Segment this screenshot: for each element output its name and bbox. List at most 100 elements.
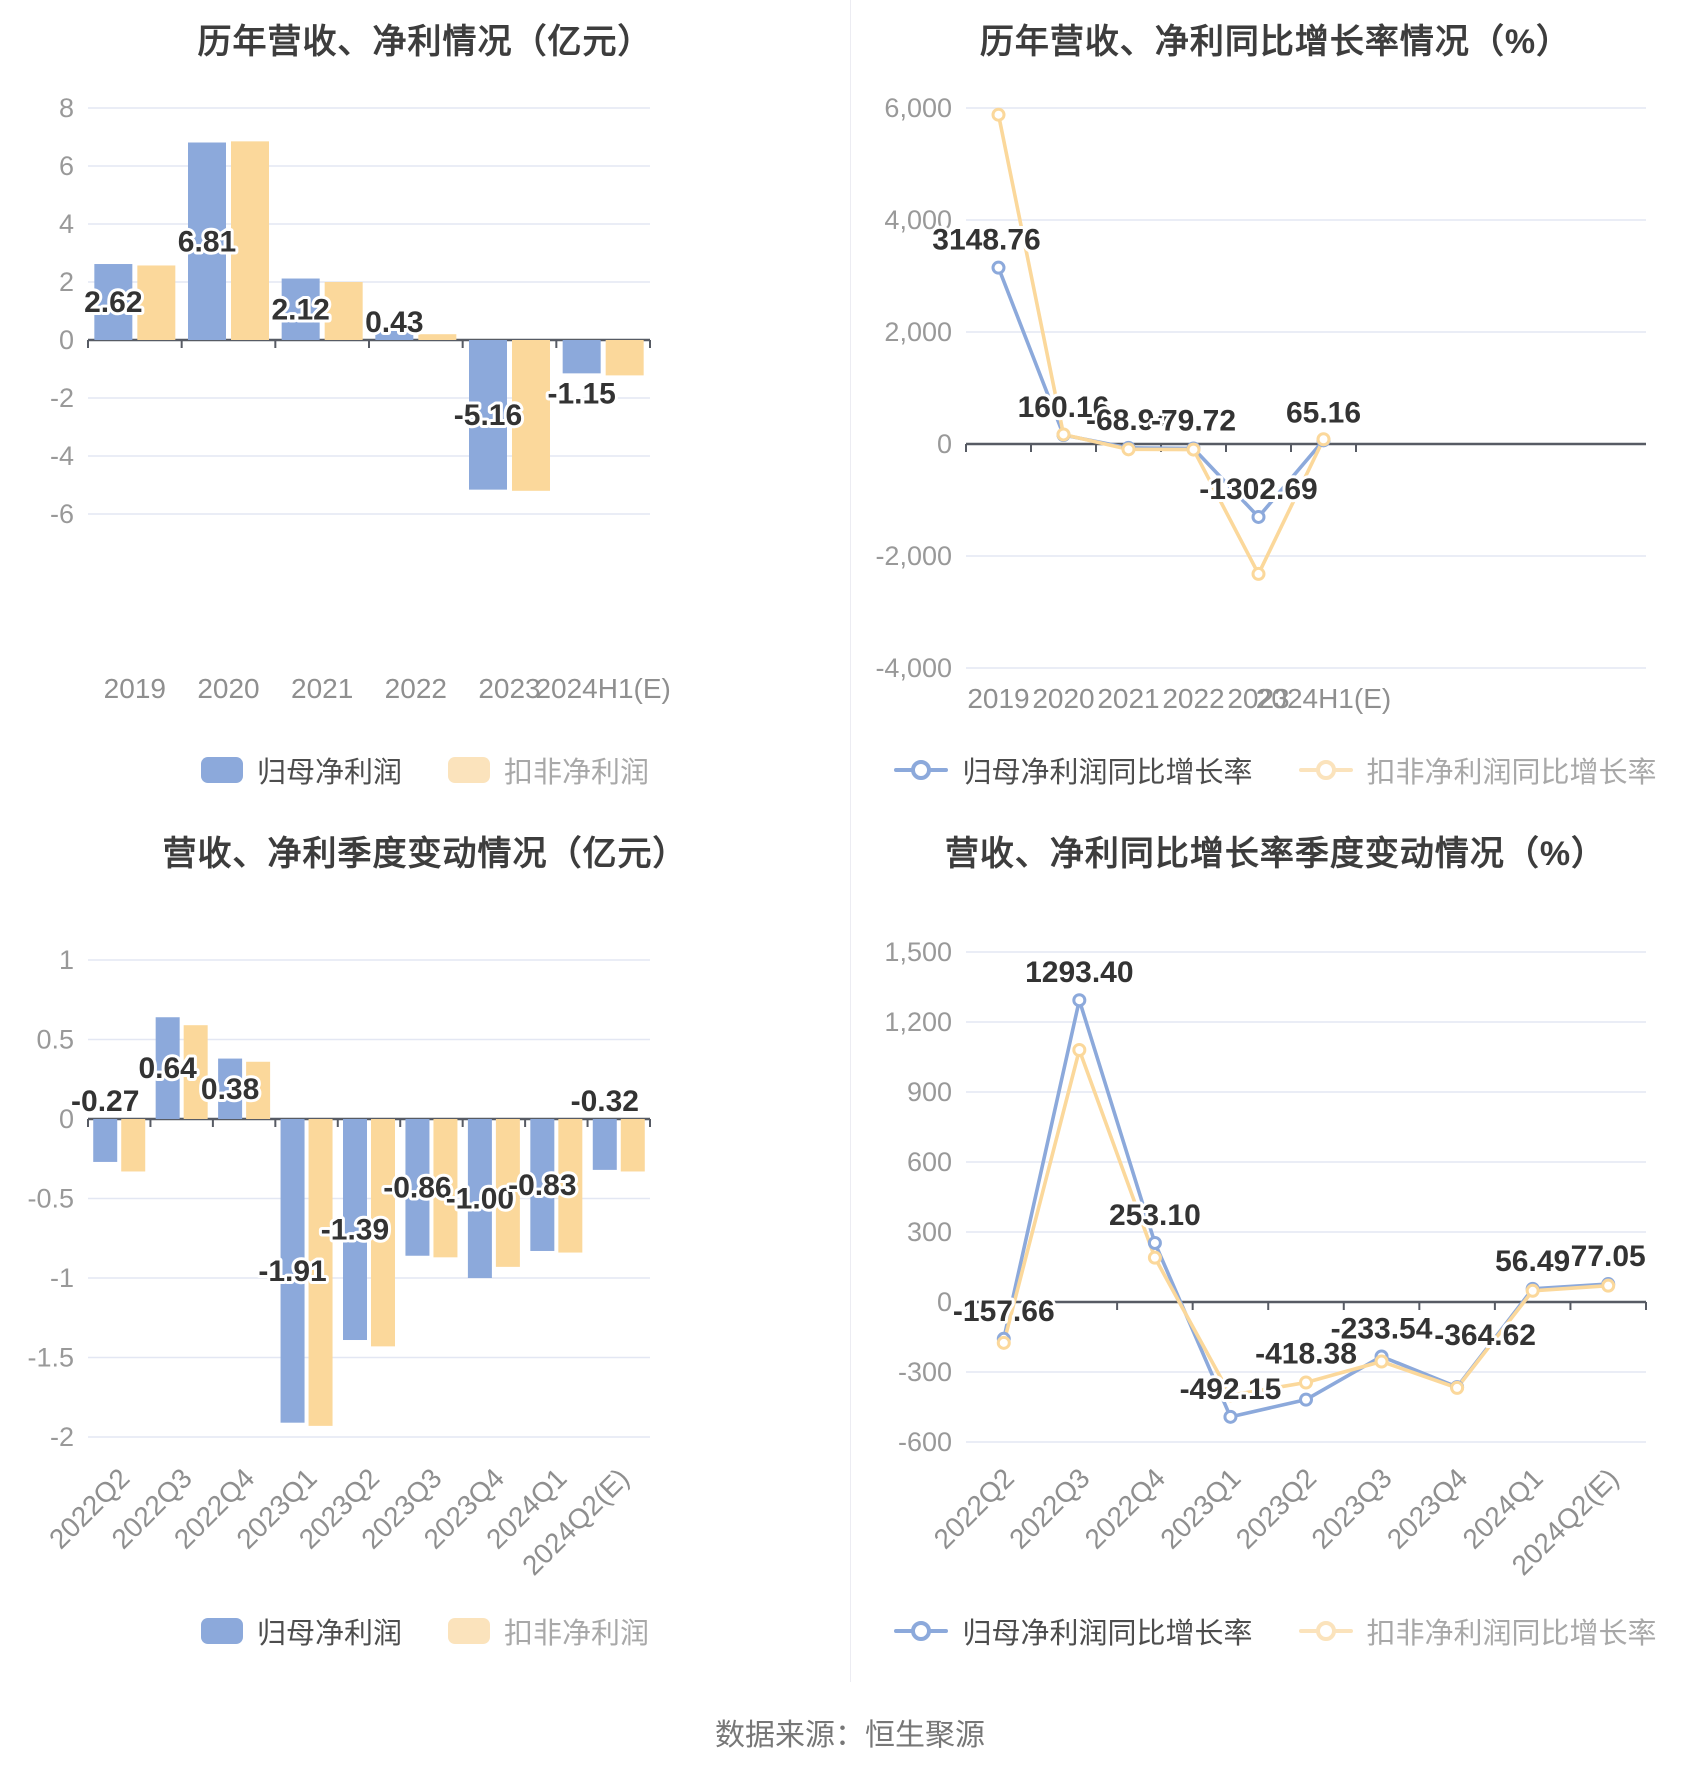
chart-title-quarterly-growth: 营收、净利同比增长率季度变动情况（%） [944, 835, 1607, 873]
svg-text:0.64: 0.64 [138, 1052, 197, 1085]
panel-yearly-amount: 历年营收、净利情况（亿元） 8 6 4 2 0 -2 -4 -6 2019 2020 2021 202… [0, 0, 850, 812]
svg-text:2023Q4: 2023Q4 [1380, 1462, 1472, 1554]
legend-label: 扣非净利润同比增长率 [1366, 757, 1657, 789]
chart-title-yearly-amount: 历年营收、净利情况（亿元） [197, 23, 653, 61]
quarterly-growth-plot: 1,500 1,200 900 600 300 0 -300 -600 2022Q22022Q3… [884, 937, 1648, 1580]
svg-text:-1.15: -1.15 [547, 377, 615, 410]
svg-text:2023: 2023 [1227, 683, 1289, 714]
svg-text:56.49: 56.49 [1495, 1245, 1570, 1278]
legend-item-net-profit[interactable]: 归母净利润同比增长率 [894, 1610, 1253, 1652]
svg-text:2022Q3: 2022Q3 [1003, 1462, 1095, 1554]
svg-text:2019: 2019 [967, 683, 1029, 714]
svg-text:-2: -2 [50, 1422, 74, 1452]
svg-text:1,200: 1,200 [884, 1007, 952, 1037]
legend-label: 归母净利润同比增长率 [962, 1618, 1253, 1650]
yellow-line-marker [1298, 1621, 1353, 1641]
svg-text:0.5: 0.5 [36, 1025, 74, 1055]
legend-item-deducted-net-profit[interactable]: 扣非净利润 [448, 1610, 649, 1652]
svg-text:-0.32: -0.32 [571, 1085, 639, 1118]
legend-yearly-amount: 归母净利润 扣非净利润 [0, 728, 850, 812]
svg-text:2023Q1: 2023Q1 [1154, 1462, 1246, 1554]
svg-text:2.12: 2.12 [271, 293, 329, 326]
legend-item-deducted-net-profit[interactable]: 扣非净利润 [448, 749, 649, 791]
legend-label: 扣非净利润 [504, 1618, 650, 1650]
legend-item-net-profit[interactable]: 归母净利润 [200, 1610, 402, 1652]
svg-text:2022Q2: 2022Q2 [927, 1462, 1019, 1554]
svg-text:-1.00: -1.00 [446, 1183, 514, 1216]
svg-text:2022: 2022 [385, 673, 447, 704]
blue-bar-swatch [200, 1618, 243, 1644]
yearly-amount-plot: 8 6 4 2 0 -2 -4 -6 2019 2020 2021 2022 20232024H1(E)… [50, 93, 671, 704]
svg-text:2021: 2021 [291, 673, 353, 704]
svg-text:-1.5: -1.5 [27, 1343, 74, 1373]
legend-item-net-profit[interactable]: 归母净利润同比增长率 [894, 749, 1253, 791]
svg-text:-0.83: -0.83 [508, 1169, 576, 1202]
legend-label: 扣非净利润 [504, 757, 650, 789]
svg-text:2,000: 2,000 [884, 317, 952, 347]
data-source-note: 数据来源：恒生聚源 [715, 1719, 985, 1752]
legend-item-deducted-net-profit[interactable]: 扣非净利润同比增长率 [1298, 749, 1657, 791]
svg-text:-364.62: -364.62 [1434, 1319, 1536, 1352]
svg-text:4: 4 [59, 209, 74, 239]
svg-text:-2: -2 [50, 383, 74, 413]
svg-text:-68.94: -68.94 [1085, 404, 1170, 437]
svg-text:-0.27: -0.27 [71, 1085, 139, 1118]
svg-text:-157.66: -157.66 [952, 1295, 1054, 1328]
legend-label: 扣非净利润同比增长率 [1366, 1618, 1657, 1650]
svg-text:2019: 2019 [104, 673, 166, 704]
svg-text:6: 6 [59, 151, 74, 181]
legend-label: 归母净利润同比增长率 [962, 757, 1253, 789]
svg-text:-79.72: -79.72 [1150, 404, 1235, 437]
svg-text:1293.40: 1293.40 [1025, 956, 1133, 989]
svg-text:-1.91: -1.91 [258, 1255, 326, 1288]
svg-text:253.10: 253.10 [1109, 1199, 1201, 1232]
svg-text:-0.86: -0.86 [383, 1171, 451, 1204]
quarterly-amount-plot: 10.50-0.5-1-1.5-22022Q22022Q32022Q42023Q… [27, 945, 651, 1580]
svg-text:3148.76: 3148.76 [932, 224, 1040, 257]
svg-text:0.38: 0.38 [201, 1073, 259, 1106]
panel-yearly-growth: 历年营收、净利同比增长率情况（%） 6,000 4,000 2,000 0 -2,000… [850, 0, 1700, 812]
svg-text:-6: -6 [50, 499, 74, 529]
svg-text:-4,000: -4,000 [875, 653, 952, 683]
svg-text:65.16: 65.16 [1285, 396, 1360, 429]
legend-quarterly-amount: 归母净利润 扣非净利润 [0, 1580, 850, 1682]
legend-item-net-profit[interactable]: 归母净利润 [200, 749, 402, 791]
svg-text:4,000: 4,000 [884, 205, 952, 235]
chart-title-yearly-growth: 历年营收、净利同比增长率情况（%） [979, 23, 1572, 61]
svg-text:-492.15: -492.15 [1179, 1373, 1281, 1406]
blue-line-marker [894, 760, 949, 780]
svg-text:0: 0 [936, 1287, 951, 1317]
svg-text:-4: -4 [50, 441, 74, 471]
panel-quarterly-amount: 营收、净利季度变动情况（亿元） 1 0.5 0 -0.5 -1 -1.5 -2 2022Q2 2… [0, 812, 850, 1682]
legend-label: 归母净利润 [256, 757, 402, 789]
svg-text:900: 900 [906, 1077, 951, 1107]
svg-text:0.43: 0.43 [365, 306, 423, 339]
svg-text:-233.54: -233.54 [1330, 1312, 1432, 1345]
svg-text:-0.5: -0.5 [27, 1184, 74, 1214]
svg-text:2020: 2020 [197, 673, 259, 704]
legend-item-deducted-net-profit[interactable]: 扣非净利润同比增长率 [1298, 1610, 1657, 1652]
legend-yearly-growth: 归母净利润同比增长率 扣非净利润同比增长率 [851, 728, 1700, 812]
svg-text:2022Q4: 2022Q4 [1078, 1462, 1170, 1554]
svg-text:6.81: 6.81 [178, 225, 236, 258]
legend-label: 归母净利润 [256, 1618, 402, 1650]
svg-text:1,500: 1,500 [884, 937, 952, 967]
svg-text:6,000: 6,000 [884, 93, 952, 123]
svg-text:-418.38: -418.38 [1255, 1338, 1357, 1371]
svg-text:-5.16: -5.16 [454, 399, 522, 432]
svg-text:2: 2 [59, 267, 74, 297]
svg-text:0: 0 [59, 325, 74, 355]
svg-text:2022: 2022 [1162, 683, 1224, 714]
svg-text:2024H1(E): 2024H1(E) [1255, 683, 1390, 714]
panel-quarterly-growth: 营收、净利同比增长率季度变动情况（%） 1,500 1,200 900 600 300 0… [850, 812, 1700, 1682]
svg-text:2024H1(E): 2024H1(E) [535, 673, 670, 704]
svg-text:2023Q2: 2023Q2 [1229, 1462, 1321, 1554]
svg-text:-300: -300 [897, 1357, 951, 1387]
yellow-line-marker [1298, 760, 1353, 780]
svg-text:2.62: 2.62 [84, 286, 142, 319]
svg-text:160.16: 160.16 [1017, 391, 1109, 424]
svg-text:77.05: 77.05 [1570, 1240, 1645, 1273]
blue-line-marker [894, 1621, 949, 1641]
blue-bar-swatch [200, 757, 243, 783]
